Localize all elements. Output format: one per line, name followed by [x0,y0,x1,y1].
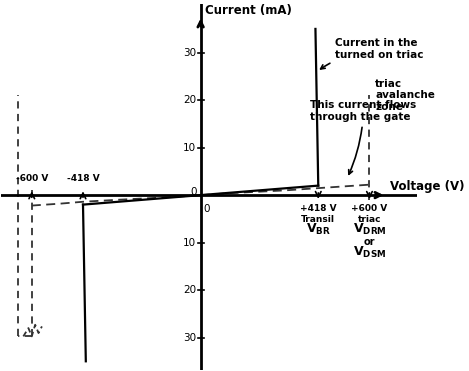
Text: 0: 0 [204,204,210,214]
Text: Voltage (V): Voltage (V) [390,180,464,193]
Text: $\mathbf{V_{DSM}}$: $\mathbf{V_{DSM}}$ [353,245,386,260]
Text: 10: 10 [183,142,197,152]
Text: +600 V
triac: +600 V triac [351,204,387,224]
Text: +418 V
Transil: +418 V Transil [300,204,337,224]
Text: 10: 10 [183,237,197,247]
Text: $\mathbf{V_{BR}}$: $\mathbf{V_{BR}}$ [306,222,331,237]
Text: $\mathbf{V_{DRM}}$: $\mathbf{V_{DRM}}$ [353,222,386,237]
Text: triac
avalanche
zone: triac avalanche zone [375,79,435,112]
Text: -418 V: -418 V [67,174,99,184]
Text: -600 V: -600 V [15,174,48,184]
Text: 0: 0 [190,187,197,197]
Text: 30: 30 [183,332,197,342]
Text: 30: 30 [183,47,197,58]
Text: This current flows
through the gate: This current flows through the gate [310,100,416,174]
Text: 20: 20 [183,95,197,105]
Text: Current (mA): Current (mA) [205,4,292,17]
Text: 20: 20 [183,285,197,295]
Text: or: or [364,237,375,247]
Text: Current in the
turned on triac: Current in the turned on triac [321,39,424,69]
